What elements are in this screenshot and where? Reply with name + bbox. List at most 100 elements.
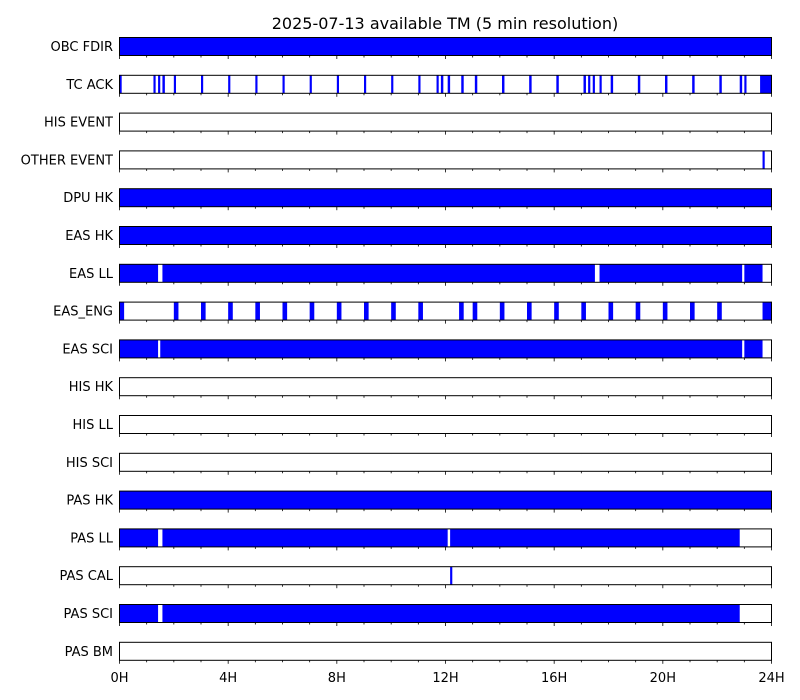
availability-segment xyxy=(153,75,156,94)
x-tick-label: 0H xyxy=(110,671,128,686)
row-label: PAS HK xyxy=(66,494,113,509)
availability-segment xyxy=(502,75,505,94)
row-his-ll: HIS LL xyxy=(73,415,772,437)
row-pas-hk: PAS HK xyxy=(66,490,772,513)
row-tc-ack: TC ACK xyxy=(65,74,772,97)
row-his-sci: HIS SCI xyxy=(66,452,772,475)
availability-segment xyxy=(739,75,743,94)
availability-segment xyxy=(662,302,668,321)
availability-segment xyxy=(119,528,159,547)
availability-segment xyxy=(556,75,559,94)
availability-segment xyxy=(162,528,448,547)
row-label: PAS CAL xyxy=(60,569,114,584)
availability-segment xyxy=(255,302,260,321)
availability-segment xyxy=(364,75,367,94)
availability-segment xyxy=(336,302,342,321)
availability-segment xyxy=(588,75,591,94)
availability-segment xyxy=(391,75,394,94)
availability-segment xyxy=(599,264,743,283)
x-tick-label: 12H xyxy=(432,671,458,686)
availability-segment xyxy=(472,302,478,321)
availability-segment xyxy=(119,188,772,207)
availability-segment xyxy=(119,604,159,623)
availability-segment xyxy=(762,302,772,321)
row-label: EAS SCI xyxy=(62,342,113,357)
availability-segment xyxy=(158,75,161,94)
availability-segment xyxy=(228,75,231,94)
availability-segment xyxy=(610,75,614,94)
availability-segment xyxy=(447,75,451,94)
availability-segment xyxy=(119,491,772,510)
availability-segment xyxy=(583,75,586,94)
row-eas-eng: EAS_ENG xyxy=(53,301,772,324)
availability-segment xyxy=(692,75,695,94)
availability-segment xyxy=(459,302,464,321)
availability-segment xyxy=(119,226,772,245)
availability-segment xyxy=(690,302,695,321)
availability-segment xyxy=(554,302,559,321)
availability-segment xyxy=(173,75,177,94)
x-tick-label: 24H xyxy=(758,671,784,686)
availability-segment xyxy=(762,150,765,169)
availability-segment xyxy=(391,302,396,321)
row-background xyxy=(119,453,772,472)
availability-segment xyxy=(119,264,159,283)
availability-segment xyxy=(527,302,532,321)
availability-segment xyxy=(744,339,763,358)
row-background xyxy=(119,566,772,585)
availability-segment xyxy=(162,264,595,283)
availability-segment xyxy=(309,75,312,94)
x-tick-label: 8H xyxy=(328,671,346,686)
availability-segment xyxy=(119,339,159,358)
x-tick-label: 4H xyxy=(219,671,237,686)
availability-segment xyxy=(665,75,668,94)
row-pas-bm: PAS BM xyxy=(65,641,772,664)
availability-segment xyxy=(282,75,285,94)
availability-segment xyxy=(364,302,369,321)
availability-segment xyxy=(719,75,722,94)
availability-segment xyxy=(201,302,206,321)
x-tick-label: 16H xyxy=(541,671,567,686)
availability-segment xyxy=(744,75,747,94)
availability-segment xyxy=(461,75,464,94)
availability-segment xyxy=(592,75,595,94)
row-label: HIS EVENT xyxy=(44,116,113,131)
availability-segment xyxy=(529,75,532,94)
availability-segment xyxy=(255,75,258,94)
row-his-hk: HIS HK xyxy=(69,377,772,400)
row-his-event: HIS EVENT xyxy=(44,112,772,135)
row-label: EAS_ENG xyxy=(53,305,113,320)
row-eas-hk: EAS HK xyxy=(65,226,772,248)
row-background xyxy=(119,377,772,396)
availability-segment xyxy=(282,302,288,321)
row-label: PAS LL xyxy=(70,531,114,546)
availability-segment xyxy=(608,302,614,321)
availability-segment xyxy=(599,75,602,94)
row-pas-cal: PAS CAL xyxy=(60,566,772,589)
row-label: TC ACK xyxy=(65,78,113,93)
row-pas-sci: PAS SCI xyxy=(64,604,772,626)
availability-segment xyxy=(162,604,740,623)
row-label: PAS SCI xyxy=(64,607,113,622)
availability-segment xyxy=(418,302,423,321)
availability-segment xyxy=(760,75,772,94)
x-tick-label: 20H xyxy=(650,671,676,686)
row-background xyxy=(119,302,772,321)
chart-rows: OBC FDIR TC ACK HIS EVENT OTHER EVENT DPU HK… xyxy=(21,37,772,664)
availability-segment xyxy=(162,75,165,94)
availability-segment xyxy=(418,75,421,94)
availability-segment xyxy=(228,302,233,321)
availability-segment xyxy=(173,302,179,321)
row-eas-ll: EAS LL xyxy=(69,263,772,286)
row-label: HIS LL xyxy=(73,418,114,433)
availability-segment xyxy=(581,302,586,321)
availability-segment xyxy=(309,302,315,321)
row-background xyxy=(119,642,772,661)
row-background xyxy=(119,113,772,132)
row-background xyxy=(119,75,772,94)
availability-segment xyxy=(440,75,444,94)
availability-segment xyxy=(450,528,740,547)
availability-segment xyxy=(717,302,722,321)
availability-segment xyxy=(336,75,340,94)
